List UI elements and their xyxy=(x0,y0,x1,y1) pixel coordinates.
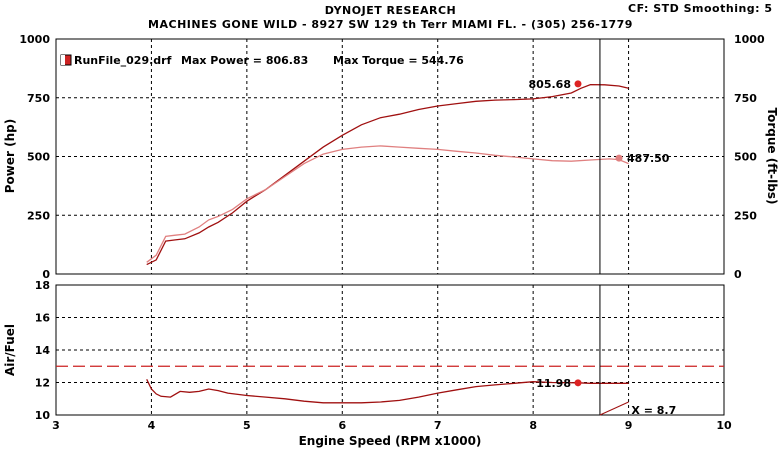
afr-plot-frame xyxy=(55,284,725,416)
afr-axis-ticks: 10 12 14 16 18 xyxy=(35,279,51,422)
rpm-tick-label: 9 xyxy=(625,419,633,432)
legend-max-power: Max Power = 806.83 xyxy=(181,54,308,67)
rpm-tick-label: 8 xyxy=(529,419,537,432)
power-tick-label: 500 xyxy=(27,151,50,164)
rpm-axis-ticks: 3 4 5 6 7 8 9 10 xyxy=(52,419,732,432)
chart-subtitle: MACHINES GONE WILD - 8927 SW 129 th Terr… xyxy=(148,18,633,31)
torque-tick-label: 1000 xyxy=(734,33,765,46)
power-tick-label: 250 xyxy=(27,209,50,222)
afr-tick-label: 16 xyxy=(35,312,51,325)
torque-value-label: 487.50 xyxy=(627,152,670,165)
rpm-tick-label: 6 xyxy=(338,419,346,432)
power-plot-grid xyxy=(56,39,724,274)
torque-tick-label: 250 xyxy=(734,209,757,222)
power-curve xyxy=(146,83,629,266)
power-value-label: 805.68 xyxy=(529,78,571,91)
torque-axis-ticks: 0 250 500 750 1000 xyxy=(734,33,765,281)
power-tick-label: 1000 xyxy=(19,33,50,46)
afr-axis-label: Air/Fuel xyxy=(3,324,17,376)
power-tick-label: 0 xyxy=(42,268,50,281)
chart-title: DYNOJET RESEARCH xyxy=(324,4,457,17)
rpm-tick-label: 3 xyxy=(52,419,60,432)
afr-curve xyxy=(146,379,629,404)
cursor-rpm-label: X = 8.7 xyxy=(631,404,676,417)
afr-plot-grid xyxy=(56,285,724,415)
afr-tick-label: 12 xyxy=(35,377,50,390)
torque-tick-label: 750 xyxy=(734,92,757,105)
rpm-tick-label: 4 xyxy=(148,419,156,432)
settings-label: CF: STD Smoothing: 5 xyxy=(628,2,773,15)
power-plot-lines: 805.68 487.50 xyxy=(146,39,670,274)
legend-file: RunFile_029.drf xyxy=(74,54,172,67)
afr-plot-lines: 11.98 X = 8.7 xyxy=(146,285,676,417)
power-torque-plot: 805.68 487.50 0 250 500 750 1000 0 250 500 750 10… xyxy=(3,33,779,281)
power-marker xyxy=(574,80,582,88)
torque-marker xyxy=(615,154,623,162)
legend-swatch-highlight xyxy=(61,55,65,65)
power-axis-ticks: 0 250 500 750 1000 xyxy=(19,33,50,281)
afr-tick-label: 18 xyxy=(35,279,50,292)
rpm-axis-label: Engine Speed (RPM x1000) xyxy=(299,434,482,448)
power-tick-label: 750 xyxy=(27,92,50,105)
torque-curve xyxy=(146,145,629,263)
afr-marker xyxy=(574,379,582,387)
rpm-tick-label: 5 xyxy=(243,419,251,432)
rpm-tick-label: 10 xyxy=(716,419,732,432)
afr-tick-label: 14 xyxy=(35,344,51,357)
torque-axis-label: Torque (ft-lbs) xyxy=(765,108,779,205)
cursor-readout-tick xyxy=(599,401,629,416)
rpm-tick-label: 7 xyxy=(434,419,442,432)
afr-plot: 11.98 X = 8.7 10 12 14 16 18 3 4 5 6 7 8 9 10 Air/Fu… xyxy=(3,279,732,448)
afr-value-label: 11.98 xyxy=(536,377,571,390)
afr-tick-label: 10 xyxy=(35,409,51,422)
legend-max-torque: Max Torque = 544.76 xyxy=(333,54,464,67)
power-axis-label: Power (hp) xyxy=(3,119,17,193)
torque-tick-label: 500 xyxy=(734,151,757,164)
power-plot-frame xyxy=(55,38,725,275)
torque-tick-label: 0 xyxy=(734,268,742,281)
